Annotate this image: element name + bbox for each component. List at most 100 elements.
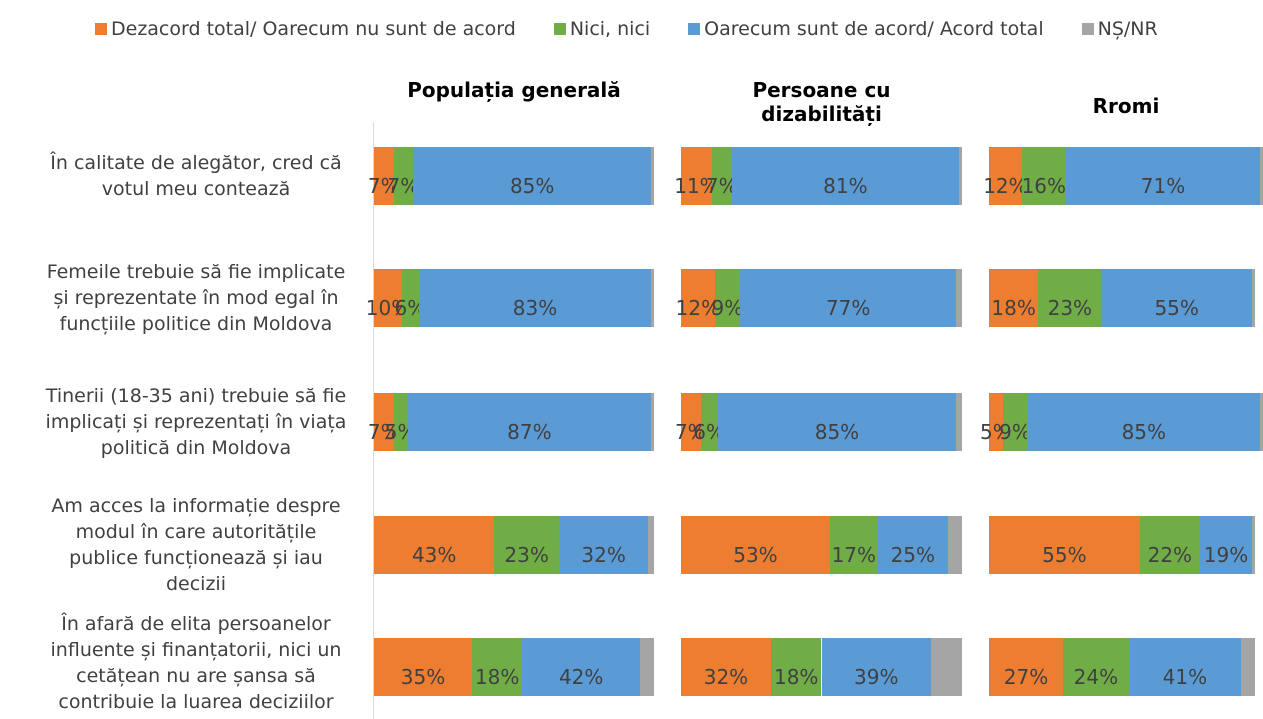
bar-segment xyxy=(681,147,712,205)
data-label: 18% xyxy=(474,665,520,689)
bar-segment xyxy=(1260,147,1263,205)
data-label: 12% xyxy=(983,174,1028,198)
bar-segment xyxy=(413,147,652,205)
bar-segment xyxy=(402,269,419,327)
data-label: 9% xyxy=(711,296,744,320)
axis-line xyxy=(373,122,374,719)
bar-segment xyxy=(1038,269,1102,327)
bar-segment xyxy=(1021,147,1066,205)
bar-segment xyxy=(1002,393,1028,451)
data-label: 23% xyxy=(504,543,549,567)
data-label: 12% xyxy=(675,296,721,320)
bar-segment xyxy=(494,516,559,574)
data-label: 23% xyxy=(1047,296,1093,320)
bar-segment xyxy=(681,269,715,327)
bar-segment xyxy=(393,393,408,451)
bar-segment xyxy=(418,269,652,327)
bar-segment xyxy=(959,147,962,205)
data-label: 55% xyxy=(1042,543,1087,567)
panel-title: Persoane cu dizabilități xyxy=(752,78,891,126)
bar-segment xyxy=(374,516,495,574)
bar-segment xyxy=(648,516,654,574)
data-label: 83% xyxy=(512,296,558,320)
panel-title: Rromi xyxy=(1092,94,1160,118)
data-label: 17% xyxy=(831,543,877,567)
data-label: 42% xyxy=(558,665,604,689)
legend-item: Dezacord total/ Oarecum nu sunt de acord xyxy=(95,18,516,40)
data-label: 11% xyxy=(674,174,719,198)
category-label: Am acces la informație despre modul în c… xyxy=(51,495,341,595)
data-label: 18% xyxy=(991,296,1036,320)
legend-swatch xyxy=(688,23,701,35)
data-label: 16% xyxy=(1021,174,1067,198)
category-label: Femeile trebuie să fie implicate și repr… xyxy=(46,261,346,335)
category-label: Tinerii (18-35 ani) trebuie să fie impli… xyxy=(45,385,347,459)
legend-swatch xyxy=(553,23,566,35)
data-label: 43% xyxy=(411,543,457,567)
bar-segment xyxy=(374,638,472,696)
data-label: 87% xyxy=(507,420,552,444)
bar-segment xyxy=(651,269,654,327)
bar-segment xyxy=(393,147,414,205)
legend-label: Dezacord total/ Oarecum nu sunt de acord xyxy=(111,18,516,40)
bar-segment xyxy=(1252,516,1255,574)
data-label: 77% xyxy=(825,296,871,320)
bar-segment xyxy=(989,638,1063,696)
data-label: 53% xyxy=(733,543,778,567)
bar-segment xyxy=(1128,638,1242,696)
bar-segment xyxy=(740,269,957,327)
bar-segment xyxy=(1199,516,1253,574)
bar-segment xyxy=(651,147,654,205)
bar-segment xyxy=(700,393,718,451)
legend-item: NȘ/NR xyxy=(1081,18,1158,40)
data-label: 32% xyxy=(581,543,626,567)
data-label: 9% xyxy=(999,420,1031,444)
bar-segment xyxy=(1241,638,1255,696)
bar-segment xyxy=(651,393,654,451)
bar-segment xyxy=(1101,269,1253,327)
bar-segment xyxy=(731,147,960,205)
bar-segment xyxy=(717,393,957,451)
bar-segment xyxy=(989,516,1140,574)
bar-segment xyxy=(989,393,1003,451)
bar-segment xyxy=(1065,147,1261,205)
legend-item: Oarecum sunt de acord/ Acord total xyxy=(688,18,1044,40)
bar-segment xyxy=(770,638,822,696)
data-label: 32% xyxy=(703,665,749,689)
bar-segment xyxy=(558,516,649,574)
bar-segment xyxy=(821,638,932,696)
bar-segment xyxy=(374,393,394,451)
legend-item: Nici, nici xyxy=(553,18,650,40)
bar-segment xyxy=(956,393,962,451)
data-label: 22% xyxy=(1147,543,1193,567)
data-label: 55% xyxy=(1154,296,1199,320)
data-label: 81% xyxy=(823,174,868,198)
bar-segment xyxy=(681,516,830,574)
bar-segment xyxy=(877,516,948,574)
bar-segment xyxy=(711,147,732,205)
bar-segment xyxy=(1252,269,1255,327)
bar-segment xyxy=(407,393,652,451)
bar-segment xyxy=(931,638,962,696)
category-label: În calitate de alegător, cred că votul m… xyxy=(50,152,342,200)
bar-segment xyxy=(374,147,394,205)
bar-segment xyxy=(714,269,740,327)
bar-segment xyxy=(640,638,654,696)
data-label: 39% xyxy=(854,665,899,689)
legend-swatch xyxy=(95,23,107,35)
data-label: 27% xyxy=(1003,665,1049,689)
bar-segment xyxy=(472,638,523,696)
legend-label: NȘ/NR xyxy=(1097,18,1158,40)
legend-swatch xyxy=(1081,23,1094,35)
data-label: 85% xyxy=(814,420,860,444)
bar-segment xyxy=(1139,516,1200,574)
data-label: 24% xyxy=(1073,665,1119,689)
panel-title: Populația generală xyxy=(407,78,621,102)
bar-segment xyxy=(681,638,771,696)
legend-label: Oarecum sunt de acord/ Acord total xyxy=(704,18,1044,40)
data-label: 41% xyxy=(1162,665,1208,689)
category-label: În afară de elita persoanelor influente … xyxy=(50,613,342,713)
bar-segment xyxy=(374,269,402,327)
data-label: 85% xyxy=(509,174,555,198)
